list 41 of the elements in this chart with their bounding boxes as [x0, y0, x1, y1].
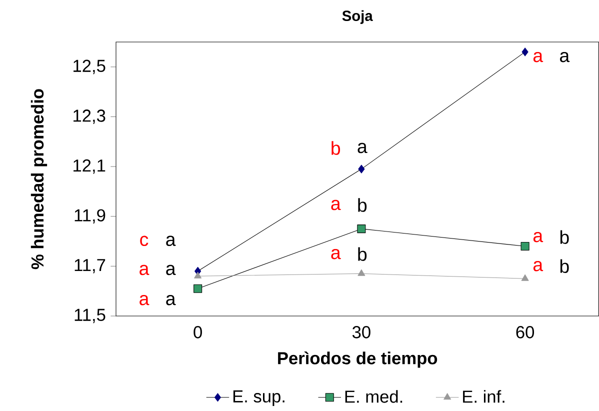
point — [194, 284, 202, 293]
annotation: a — [533, 261, 544, 272]
legend-label: E. inf. — [463, 390, 504, 403]
annotation: a — [140, 264, 150, 276]
point — [194, 272, 202, 278]
y-tick-label: 12,1 — [74, 159, 106, 174]
annotation: a — [560, 52, 570, 62]
annotation: a — [358, 142, 368, 154]
point — [521, 274, 529, 281]
point — [357, 224, 366, 234]
annotation: a — [331, 200, 341, 210]
y-tick-label: 11,5 — [74, 308, 106, 324]
y-axis-title: % humedad promedio — [30, 89, 48, 270]
annotation: b — [332, 141, 340, 155]
y-tick-label: 12,3 — [74, 110, 106, 124]
annotation: b — [358, 198, 367, 212]
y-tick-label: 11,7 — [74, 259, 106, 274]
legend-label: E. med. — [345, 390, 402, 403]
annotation: b — [560, 230, 569, 244]
x-tick-label: 30 — [352, 326, 370, 338]
annotation: a — [533, 52, 544, 62]
annotation: a — [166, 294, 176, 306]
annotation: a — [166, 236, 176, 246]
annotation: a — [331, 248, 341, 260]
annotation: c — [140, 236, 148, 246]
y-tick-label: 11,9 — [74, 209, 106, 224]
chart-title: Soja — [342, 10, 373, 24]
point — [522, 48, 528, 56]
y-tick-label: 12,5 — [74, 60, 106, 74]
annotation: a — [166, 264, 176, 276]
point — [520, 242, 530, 251]
x-tick-label: 60 — [516, 326, 534, 338]
point — [358, 164, 365, 174]
x-axis-title: Perìodos de tiempo — [278, 351, 438, 368]
legend-label: E. sup. — [233, 390, 284, 406]
annotation: b — [560, 259, 569, 273]
x-tick-label: 0 — [194, 326, 202, 338]
annotation: b — [358, 247, 367, 261]
annotation: a — [533, 232, 544, 242]
annotation: a — [140, 294, 150, 306]
point — [358, 269, 366, 276]
